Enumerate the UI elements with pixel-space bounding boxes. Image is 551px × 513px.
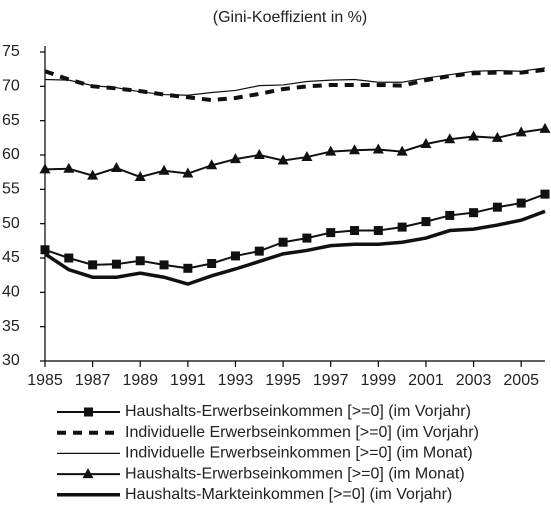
x-tick-label: 1993: [218, 372, 254, 389]
x-tick-label: 1997: [313, 372, 349, 389]
y-tick-label: 30: [2, 352, 20, 369]
marker: [111, 259, 121, 269]
marker: [63, 162, 75, 173]
marker: [349, 144, 361, 155]
marker: [88, 260, 98, 270]
marker: [135, 256, 145, 266]
series-line: [44, 67, 546, 103]
y-tick-label: 75: [2, 43, 20, 60]
legend-marker: [84, 407, 93, 417]
marker: [253, 149, 265, 159]
marker: [254, 246, 264, 256]
x-tick-label: 2005: [503, 372, 539, 389]
marker: [87, 169, 99, 180]
y-tick-label: 55: [2, 181, 20, 198]
series-line: [44, 193, 546, 270]
x-tick-label: 1995: [265, 372, 301, 389]
marker: [206, 159, 218, 170]
marker: [350, 226, 360, 236]
x-tick-label: 1985: [27, 372, 63, 389]
marker: [445, 210, 455, 220]
marker: [278, 237, 288, 247]
y-tick-label: 45: [2, 249, 20, 266]
y-tick-label: 35: [2, 318, 20, 335]
marker: [326, 228, 336, 238]
legend-label: Haushalts-Erwerbseinkommen [>=0] (im Mon…: [125, 465, 465, 482]
marker: [64, 253, 74, 263]
y-tick-label: 40: [2, 284, 20, 301]
x-tick-label: 1989: [122, 372, 158, 389]
marker: [421, 217, 431, 227]
marker: [539, 122, 551, 133]
legend-label: Individuelle Erwerbseinkommen [>=0] (im …: [125, 424, 479, 441]
marker: [277, 154, 289, 165]
legend-label: Individuelle Erwerbseinkommen [>=0] (im …: [125, 445, 473, 462]
x-tick-label: 1999: [361, 372, 397, 389]
marker: [39, 163, 51, 174]
legend-label: Haushalts-Markteinkommen [>=0] (im Vorja…: [125, 486, 452, 503]
marker: [397, 222, 407, 232]
legend-label: Haushalts-Erwerbseinkommen [>=0] (im Vor…: [125, 403, 471, 420]
marker: [420, 138, 432, 149]
marker: [325, 145, 337, 156]
marker: [40, 245, 50, 255]
marker: [183, 263, 193, 273]
x-tick-label: 2003: [456, 372, 492, 389]
x-tick-label: 1987: [75, 372, 111, 389]
y-tick-label: 65: [2, 112, 20, 129]
series-line: [44, 209, 546, 286]
marker: [444, 133, 456, 144]
marker: [301, 151, 313, 162]
x-tick-label: 1991: [170, 372, 206, 389]
marker: [468, 130, 480, 141]
marker: [516, 198, 526, 208]
marker: [229, 153, 241, 164]
marker: [158, 164, 170, 175]
marker: [134, 170, 146, 181]
marker: [159, 260, 169, 270]
marker: [373, 226, 383, 236]
marker: [396, 145, 408, 156]
marker: [182, 167, 194, 178]
marker: [372, 143, 384, 154]
legend-marker: [82, 468, 94, 479]
x-tick-label: 2001: [408, 372, 444, 389]
marker: [230, 251, 240, 261]
y-tick-label: 70: [2, 78, 20, 95]
marker: [469, 208, 479, 218]
marker: [492, 202, 502, 212]
marker: [207, 258, 217, 268]
y-tick-label: 50: [2, 215, 20, 232]
marker: [491, 131, 503, 142]
series-line: [44, 127, 546, 179]
y-tick-label: 60: [2, 146, 20, 163]
marker: [515, 126, 527, 137]
marker: [302, 233, 312, 243]
marker: [110, 162, 122, 173]
series-line: [44, 67, 546, 96]
chart-title: (Gini-Koeffizient in %): [213, 9, 367, 26]
marker: [540, 189, 550, 199]
